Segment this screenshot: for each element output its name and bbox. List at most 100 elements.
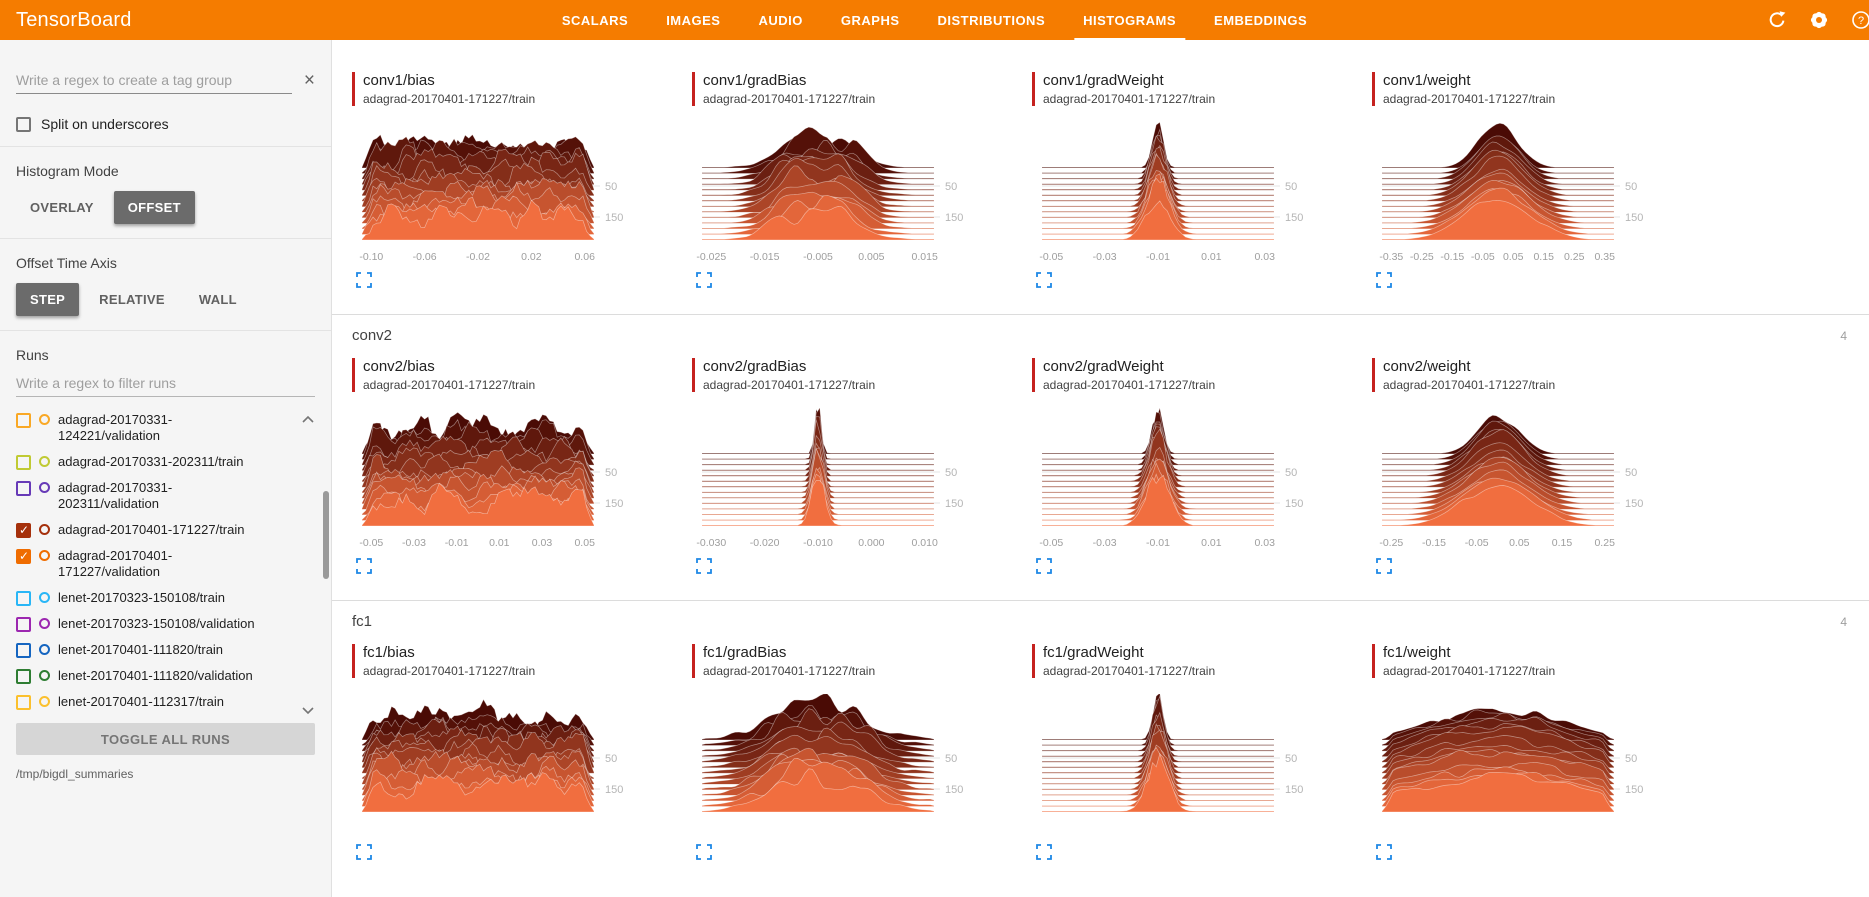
run-item[interactable]: adagrad-20170331-202311/train: [16, 449, 291, 475]
expand-icon[interactable]: [696, 558, 712, 574]
tab-graphs[interactable]: GRAPHS: [840, 12, 900, 28]
run-checkbox[interactable]: [16, 481, 31, 496]
run-filter-input[interactable]: [16, 371, 315, 397]
histogram-chart[interactable]: 50 150 -0.025 -0.015 -0.005 0.005 0.015: [692, 116, 1002, 268]
card-title: fc1/bias: [363, 644, 415, 661]
sidebar: × Split on underscores Histogram Mode OV…: [0, 40, 332, 897]
run-color-circle[interactable]: [39, 550, 50, 561]
tab-distributions[interactable]: DISTRIBUTIONS: [937, 12, 1046, 28]
histogram-chart[interactable]: 50 150 -0.05 -0.03 -0.01 0.01 0.03 0.05: [352, 402, 662, 554]
run-item[interactable]: adagrad-20170401-171227/validation: [16, 543, 291, 585]
card-title: fc1/gradWeight: [1043, 644, 1144, 661]
step-button[interactable]: STEP: [16, 283, 80, 316]
section-header[interactable]: fc1 4: [332, 600, 1869, 640]
run-item[interactable]: lenet-20170401-111820/validation: [16, 663, 291, 689]
histogram-chart[interactable]: 50 150: [352, 688, 662, 840]
run-color-circle[interactable]: [39, 456, 50, 467]
expand-icon[interactable]: [1036, 844, 1052, 860]
histogram-chart[interactable]: 50 150: [692, 688, 1002, 840]
help-icon[interactable]: ?: [1851, 10, 1869, 30]
run-label: adagrad-20170331-124221/validation: [58, 412, 173, 443]
histogram-chart[interactable]: 50 150 -0.05 -0.03 -0.01 0.01 0.03: [1032, 116, 1342, 268]
wall-button[interactable]: WALL: [185, 283, 251, 316]
run-checkbox[interactable]: [16, 549, 31, 564]
app-header: TensorBoard SCALARS IMAGES AUDIO GRAPHS …: [0, 0, 1869, 40]
run-color-circle[interactable]: [39, 592, 50, 603]
histogram-chart[interactable]: 50 150: [1372, 688, 1682, 840]
run-checkbox[interactable]: [16, 617, 31, 632]
card-header: conv2/bias adagrad-20170401-171227/train: [352, 358, 692, 392]
svg-text:0.05: 0.05: [574, 537, 595, 549]
histogram-card: conv2/weight adagrad-20170401-171227/trai…: [1372, 358, 1712, 586]
expand-icon[interactable]: [696, 844, 712, 860]
scrollbar-thumb[interactable]: [323, 491, 329, 579]
tab-scalars[interactable]: SCALARS: [561, 12, 629, 28]
histogram-chart[interactable]: 50 150: [1032, 688, 1342, 840]
svg-text:0.03: 0.03: [1254, 537, 1275, 549]
run-checkbox[interactable]: [16, 669, 31, 684]
split-on-underscores-checkbox[interactable]: [16, 116, 31, 132]
run-checkbox[interactable]: [16, 643, 31, 658]
overlay-button[interactable]: OVERLAY: [16, 191, 108, 224]
expand-icon[interactable]: [1376, 558, 1392, 574]
refresh-icon[interactable]: [1767, 10, 1787, 30]
run-checkbox[interactable]: [16, 695, 31, 710]
relative-button[interactable]: RELATIVE: [85, 283, 179, 316]
expand-icon[interactable]: [1376, 844, 1392, 860]
tab-histograms[interactable]: HISTOGRAMS: [1064, 0, 1195, 40]
run-item[interactable]: adagrad-20170331-202311/validation: [16, 475, 291, 517]
run-color-circle[interactable]: [39, 670, 50, 681]
card-title: conv2/gradWeight: [1043, 358, 1164, 375]
clear-tag-filter-icon[interactable]: ×: [303, 70, 315, 91]
scroll-down-icon[interactable]: [301, 702, 315, 715]
tag-filter-input[interactable]: [16, 68, 292, 94]
svg-text:-0.01: -0.01: [1146, 537, 1170, 549]
run-color-circle[interactable]: [39, 618, 50, 629]
expand-icon[interactable]: [356, 558, 372, 574]
svg-text:150: 150: [945, 784, 963, 796]
svg-text:-0.03: -0.03: [1093, 537, 1117, 549]
histogram-chart[interactable]: 50 150 -0.030 -0.020 -0.010 0.000 0.010: [692, 402, 1002, 554]
histogram-chart[interactable]: 50 150 -0.35 -0.25 -0.15 -0.05 0.05 0.15 0.25 0.3…: [1372, 116, 1682, 268]
expand-icon[interactable]: [1376, 272, 1392, 288]
offset-button[interactable]: OFFSET: [113, 191, 195, 224]
svg-text:-0.25: -0.25: [1410, 251, 1434, 263]
toggle-all-runs-button[interactable]: TOGGLE ALL RUNS: [16, 723, 315, 755]
scroll-up-icon[interactable]: [301, 411, 315, 423]
card-header: fc1/gradWeight adagrad-20170401-171227/tr…: [1032, 644, 1372, 678]
run-item[interactable]: lenet-20170323-150108/validation: [16, 611, 291, 637]
tab-audio[interactable]: AUDIO: [758, 12, 803, 28]
expand-icon[interactable]: [696, 272, 712, 288]
svg-text:0.06: 0.06: [574, 251, 595, 263]
run-item[interactable]: adagrad-20170331-124221/validation: [16, 407, 291, 449]
section-header[interactable]: conv2 4: [332, 314, 1869, 354]
run-checkbox[interactable]: [16, 455, 31, 470]
run-color-circle[interactable]: [39, 696, 50, 707]
run-item[interactable]: lenet-20170323-150108/train: [16, 585, 291, 611]
run-checkbox[interactable]: [16, 591, 31, 606]
run-checkbox[interactable]: [16, 413, 31, 428]
expand-icon[interactable]: [356, 844, 372, 860]
card-run-label: adagrad-20170401-171227/train: [363, 92, 536, 106]
svg-text:-0.05: -0.05: [1039, 251, 1063, 263]
expand-icon[interactable]: [356, 272, 372, 288]
histogram-card: conv1/gradWeight adagrad-20170401-171227/…: [1032, 72, 1372, 300]
run-item[interactable]: lenet-20170401-112317/train: [16, 689, 291, 715]
tab-images[interactable]: IMAGES: [666, 12, 721, 28]
histogram-chart[interactable]: 50 150 -0.10 -0.06 -0.02 0.02 0.06: [352, 116, 662, 268]
svg-text:50: 50: [1285, 181, 1297, 193]
run-color-circle[interactable]: [39, 644, 50, 655]
run-color-circle[interactable]: [39, 482, 50, 493]
settings-icon[interactable]: [1809, 10, 1829, 30]
histogram-chart[interactable]: 50 150 -0.05 -0.03 -0.01 0.01 0.03: [1032, 402, 1342, 554]
run-checkbox[interactable]: [16, 523, 31, 538]
tab-embeddings[interactable]: EMBEDDINGS: [1214, 12, 1308, 28]
expand-icon[interactable]: [1036, 272, 1052, 288]
run-color-circle[interactable]: [39, 524, 50, 535]
expand-icon[interactable]: [1036, 558, 1052, 574]
run-item[interactable]: lenet-20170401-111820/train: [16, 637, 291, 663]
histogram-chart[interactable]: 50 150 -0.25 -0.15 -0.05 0.05 0.15 0.25: [1372, 402, 1682, 554]
run-item[interactable]: adagrad-20170401-171227/train: [16, 517, 291, 543]
run-color-circle[interactable]: [39, 414, 50, 425]
cards-row: conv1/bias adagrad-20170401-171227/train 5…: [332, 68, 1869, 300]
